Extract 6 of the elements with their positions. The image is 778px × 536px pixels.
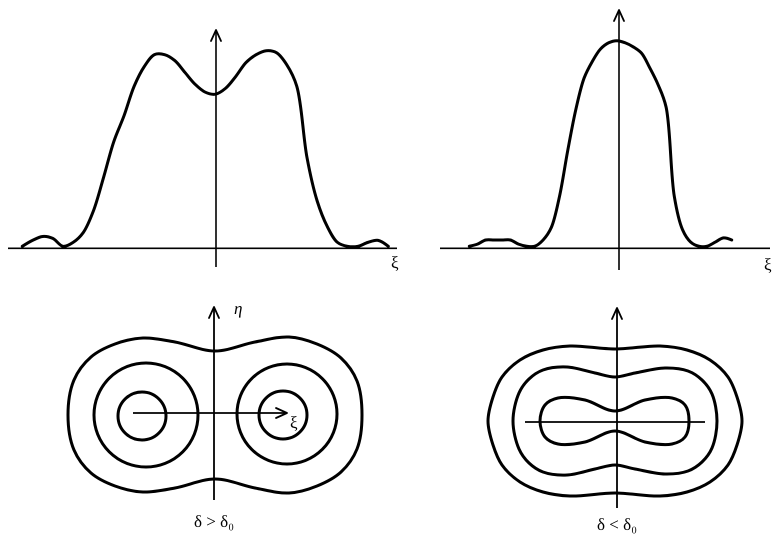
x-axis-title: ξ: [391, 253, 399, 272]
x-axis-title: ξ: [764, 255, 772, 274]
text: δ < δ₀: [596, 515, 638, 534]
text: δ > δ₀: [194, 512, 234, 531]
text: η: [234, 299, 242, 318]
text: ξ: [290, 413, 298, 432]
